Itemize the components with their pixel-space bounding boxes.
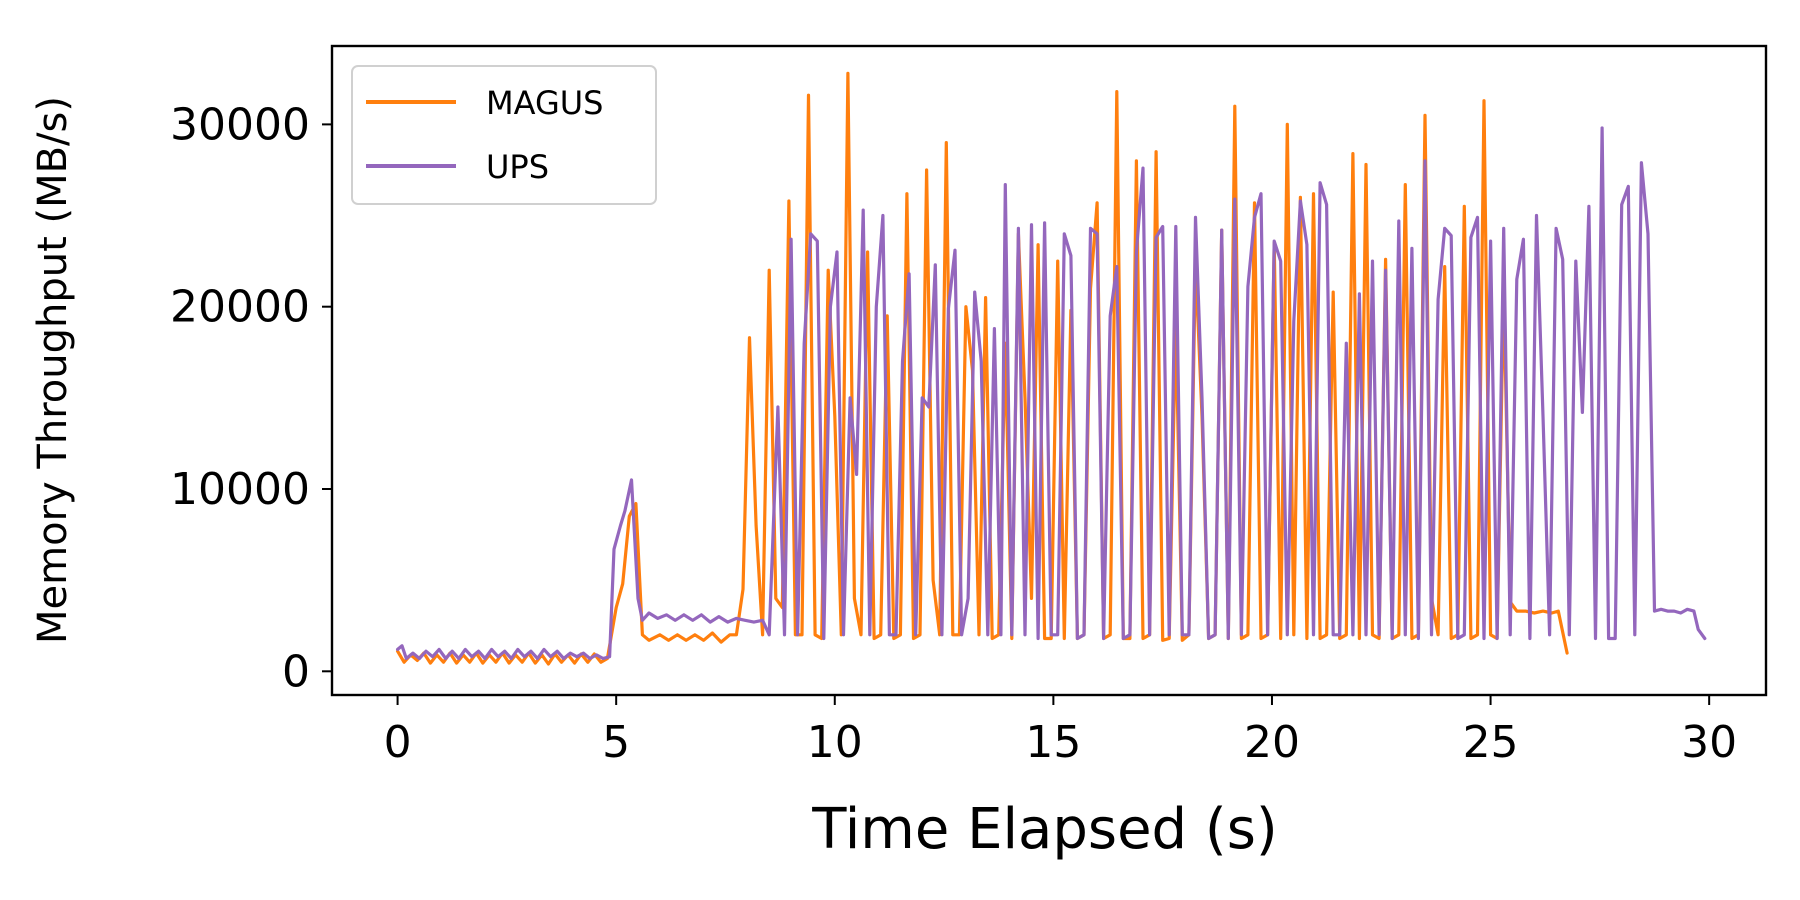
legend-label-magus: MAGUS bbox=[486, 84, 603, 122]
y-tick-label: 20000 bbox=[170, 282, 310, 333]
y-tick-label: 30000 bbox=[170, 99, 310, 150]
series-line-ups bbox=[396, 126, 1707, 661]
legend: MAGUS UPS bbox=[351, 65, 657, 205]
y-axis-title: Memory Throughput (MB/s) bbox=[30, 96, 76, 644]
x-axis-ticks: 0 5 10 15 20 25 30 bbox=[384, 695, 1737, 768]
x-tick-label: 0 bbox=[384, 717, 412, 768]
legend-label-ups: UPS bbox=[486, 148, 549, 186]
series-line-magus bbox=[396, 71, 1569, 666]
x-tick-label: 30 bbox=[1681, 717, 1737, 768]
x-axis-title: Time Elapsed (s) bbox=[811, 797, 1278, 862]
x-tick-label: 25 bbox=[1463, 717, 1519, 768]
series-layer bbox=[396, 71, 1707, 666]
plot-area-frame bbox=[330, 44, 1768, 697]
x-tick-label: 20 bbox=[1244, 717, 1300, 768]
x-tick-label: 15 bbox=[1025, 717, 1081, 768]
y-tick-label: 10000 bbox=[170, 464, 310, 515]
x-tick-label: 10 bbox=[807, 717, 863, 768]
y-tick-label: 0 bbox=[282, 646, 310, 697]
y-axis-ticks: 0 10000 20000 30000 bbox=[170, 99, 332, 697]
x-tick-label: 5 bbox=[602, 717, 630, 768]
